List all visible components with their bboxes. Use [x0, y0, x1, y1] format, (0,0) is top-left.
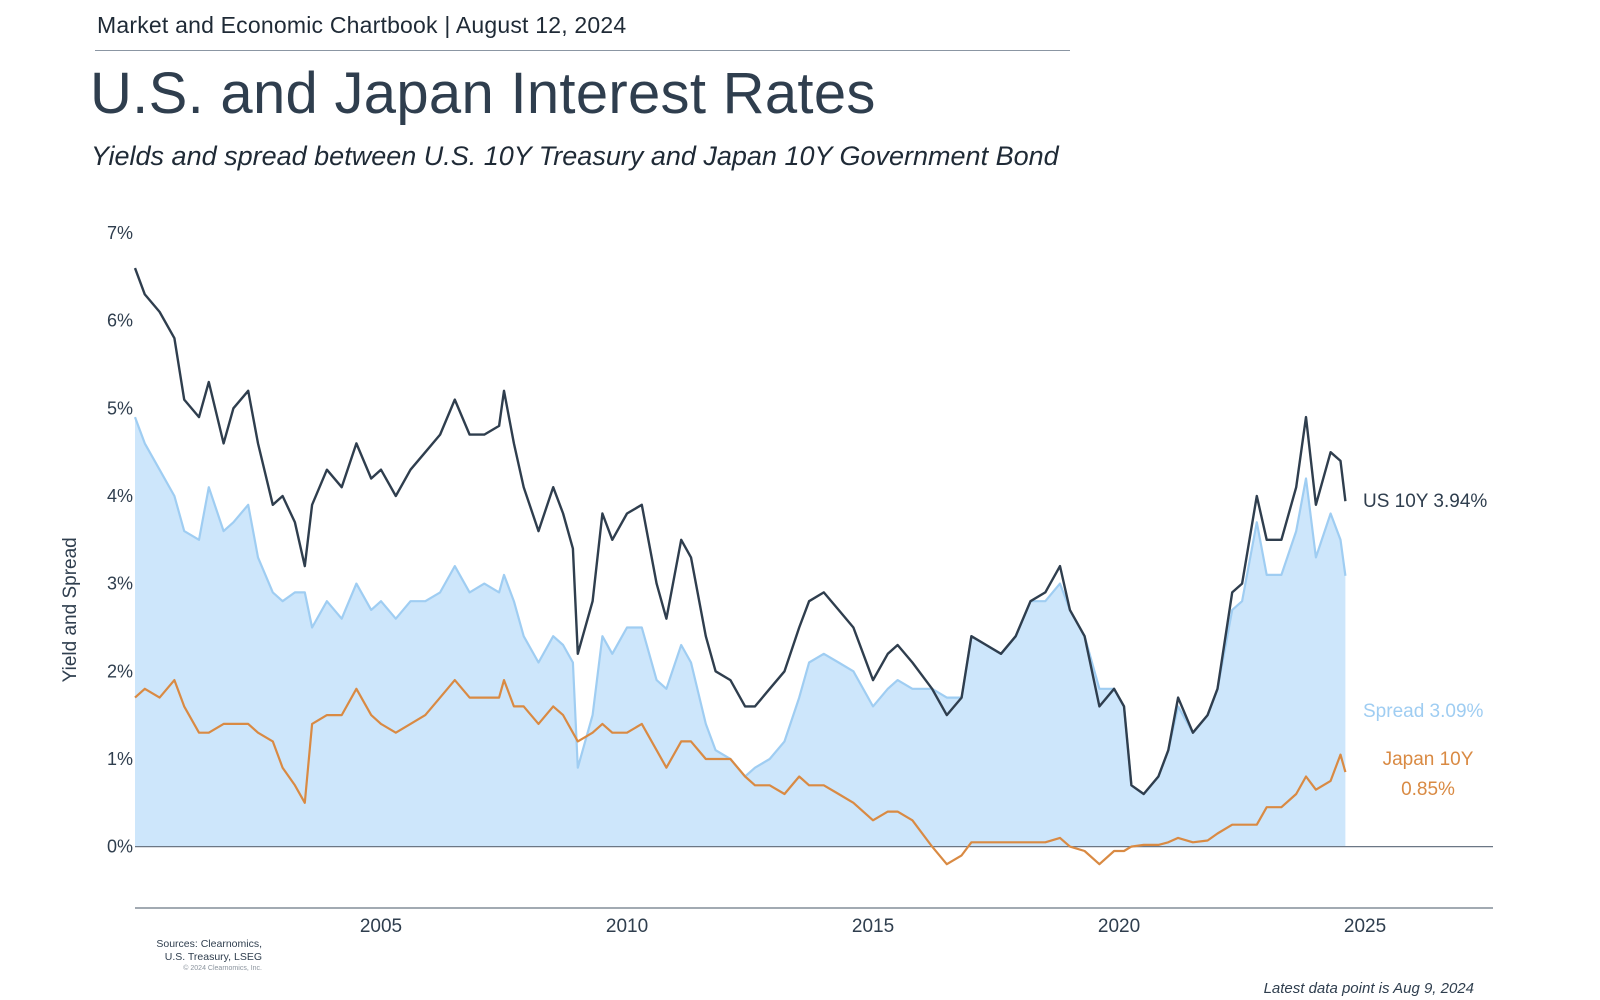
spread-area — [135, 417, 1346, 847]
spread-layer — [135, 417, 1346, 847]
y-tick-label: 7% — [107, 223, 133, 243]
tick-layer: 0% 1% 2% 3% 4% 5% 6% 7% 2005 2010 2015 2020 2025 Yiel… — [60, 223, 1386, 937]
sources-line-2: U.S. Treasury, LSEG — [164, 951, 262, 963]
x-tick-label: 2010 — [606, 916, 648, 937]
y-tick-label: 6% — [107, 311, 133, 331]
japan-10y-line — [134, 679, 1347, 866]
axis-layer — [135, 845, 1493, 909]
x-tick-label: 2005 — [360, 916, 402, 937]
y-tick-label: 5% — [107, 398, 133, 418]
chartbook-header-label: Market and Economic Chartbook | August 1… — [97, 12, 627, 38]
line-layer — [133, 267, 1347, 866]
x-tick-label: 2020 — [1098, 916, 1140, 937]
spread-label: Spread 3.09% — [1363, 701, 1484, 722]
x-tick-label: 2025 — [1344, 916, 1386, 937]
sources-note: Sources: Clearnomics, U.S. Treasury, LSE… — [150, 938, 262, 974]
japan-10y-value: 0.85% — [1401, 779, 1455, 800]
japan-10y-label: Japan 10Y — [1383, 749, 1474, 770]
latest-data-note: Latest data point is Aug 9, 2024 — [1263, 980, 1474, 997]
y-tick-label: 1% — [107, 749, 133, 769]
page-subtitle: Yields and spread between U.S. 10Y Treas… — [91, 141, 1059, 171]
header-divider — [95, 50, 1070, 51]
y-tick-label: 3% — [107, 574, 133, 594]
us-10y-line — [133, 267, 1347, 796]
y-axis-label: Yield and Spread — [60, 537, 81, 682]
x-tick-label: 2015 — [852, 916, 894, 937]
y-tick-label: 4% — [107, 486, 133, 506]
us-10y-label: US 10Y 3.94% — [1363, 491, 1487, 512]
label-layer: US 10Y 3.94% Spread 3.09% Japan 10Y 0.85% — [1363, 491, 1487, 800]
copyright-note: © 2024 Clearnomics, Inc. — [183, 965, 262, 972]
y-tick-label: 0% — [107, 837, 133, 857]
y-tick-label: 2% — [107, 661, 133, 681]
sources-line-1: Sources: Clearnomics, — [156, 938, 262, 950]
page-title: U.S. and Japan Interest Rates — [90, 61, 876, 126]
